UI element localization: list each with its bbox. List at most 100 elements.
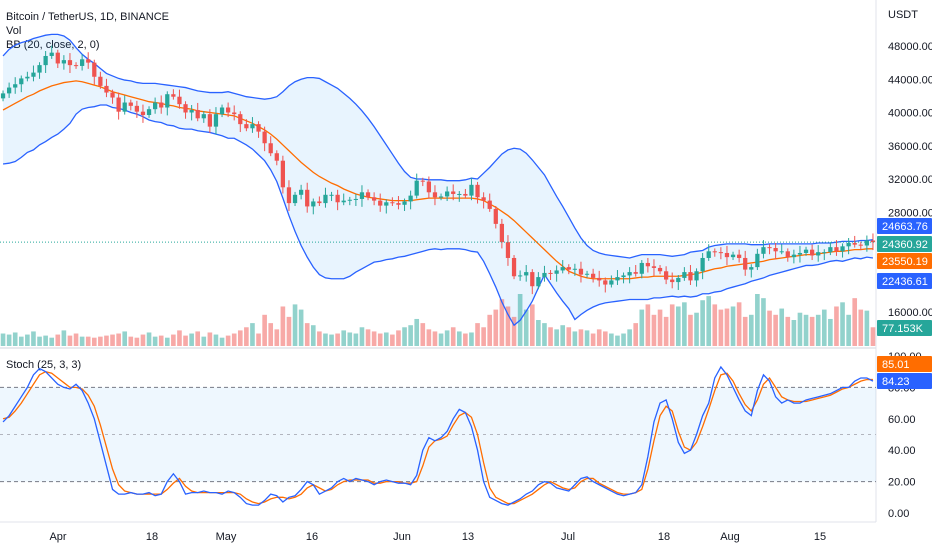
candle-body bbox=[803, 249, 809, 253]
candle-body bbox=[761, 247, 766, 254]
candle-body bbox=[694, 271, 699, 281]
volume-bar bbox=[116, 333, 121, 346]
candle-body bbox=[621, 275, 626, 278]
candle-body bbox=[773, 247, 778, 252]
volume-bar bbox=[840, 302, 845, 346]
volume-bar bbox=[821, 309, 827, 346]
candle-body bbox=[292, 194, 298, 204]
volume-bar bbox=[566, 327, 572, 346]
grid bbox=[0, 0, 877, 523]
volume-bar bbox=[329, 334, 334, 346]
candle-body bbox=[633, 272, 638, 274]
candle-body bbox=[682, 272, 687, 278]
candle-body bbox=[767, 247, 772, 249]
candle-body bbox=[122, 102, 127, 112]
price-tick-label: 40000.00 bbox=[888, 108, 932, 120]
volume-bar bbox=[700, 300, 705, 346]
candle-body bbox=[615, 277, 620, 281]
candle-body bbox=[116, 97, 121, 112]
candle-body bbox=[542, 272, 547, 278]
volume-bar bbox=[25, 334, 30, 346]
volume-bar bbox=[140, 334, 146, 346]
candle-body bbox=[110, 92, 115, 98]
candle-body bbox=[25, 76, 30, 79]
candle-body bbox=[712, 251, 717, 253]
volume-bar bbox=[390, 334, 395, 346]
candle-body bbox=[791, 254, 797, 258]
candle-body bbox=[560, 267, 565, 271]
candle-body bbox=[213, 114, 219, 127]
volume-bar bbox=[548, 327, 553, 346]
volume-bar bbox=[286, 316, 292, 346]
volume-bar bbox=[128, 336, 134, 346]
candle-body bbox=[378, 200, 383, 206]
candle-body bbox=[49, 52, 54, 56]
date-tick-label: Jun bbox=[393, 531, 411, 543]
volume-bar bbox=[195, 331, 201, 346]
volume-legend[interactable]: Vol bbox=[6, 25, 22, 37]
volume-bar bbox=[718, 309, 724, 346]
candle-body bbox=[463, 193, 468, 196]
stoch-k-tag-box bbox=[877, 373, 932, 389]
candle-body bbox=[572, 268, 578, 270]
bb-upper-tag: 24663.76 bbox=[882, 221, 928, 233]
stochastic-legend[interactable]: Stoch (25, 3, 3) bbox=[6, 359, 82, 371]
candle-body bbox=[219, 107, 225, 115]
volume-bar bbox=[536, 320, 541, 346]
candle-body bbox=[171, 94, 176, 97]
bollinger-lower-line bbox=[2, 104, 874, 327]
volume-bar bbox=[134, 337, 140, 346]
last-price-tag-box bbox=[877, 236, 932, 252]
candle-body bbox=[347, 199, 352, 201]
candle-body bbox=[86, 59, 91, 63]
volume-bar bbox=[761, 298, 766, 346]
volume-bar bbox=[219, 337, 225, 346]
candle-body bbox=[609, 280, 614, 285]
volume-bar bbox=[158, 335, 164, 346]
candle-body bbox=[566, 267, 571, 270]
volume-bar bbox=[12, 332, 18, 346]
volume-bar bbox=[183, 335, 188, 346]
candle-body bbox=[238, 114, 243, 125]
volume-bar bbox=[499, 299, 505, 346]
volume-bar bbox=[274, 329, 280, 346]
stoch-tick-label: 60.00 bbox=[888, 414, 916, 426]
volume-bar bbox=[73, 333, 79, 346]
volume-bar bbox=[864, 310, 870, 346]
candle-body bbox=[438, 196, 444, 198]
volume-bar bbox=[554, 329, 559, 346]
volume-bar bbox=[675, 306, 681, 346]
candle-body bbox=[262, 131, 267, 144]
date-tick-label: Jul bbox=[561, 531, 575, 543]
volume-bar bbox=[663, 316, 669, 346]
volume-bar bbox=[444, 330, 450, 346]
volume-bars bbox=[0, 294, 876, 346]
volume-bar bbox=[244, 327, 249, 346]
candle-body bbox=[797, 252, 803, 255]
volume-bar bbox=[870, 327, 876, 346]
candle-body bbox=[785, 251, 790, 258]
candle-body bbox=[104, 85, 109, 93]
symbol-title[interactable]: Bitcoin / TetherUS, 1D, BINANCE bbox=[6, 11, 170, 23]
candle-body bbox=[195, 110, 200, 119]
price-tick-label: 36000.00 bbox=[888, 141, 932, 153]
candle-body bbox=[256, 124, 261, 132]
price-tick-label: 28000.00 bbox=[888, 207, 932, 219]
candle-body bbox=[152, 102, 158, 110]
candle-body bbox=[268, 143, 273, 154]
volume-bar bbox=[755, 294, 760, 346]
volume-bar bbox=[858, 309, 864, 346]
candle-body bbox=[590, 273, 596, 278]
candle-body bbox=[645, 262, 651, 267]
candle-body bbox=[530, 272, 535, 287]
candle-body bbox=[6, 87, 12, 94]
candle-body bbox=[846, 243, 851, 247]
candle-body bbox=[858, 244, 863, 246]
volume-bar bbox=[335, 333, 340, 346]
price-tick-label: 48000.00 bbox=[888, 41, 932, 53]
candle-body bbox=[323, 194, 328, 204]
candle-body bbox=[743, 257, 748, 270]
candle-body bbox=[749, 267, 754, 270]
bb-lower-tag-box bbox=[877, 273, 932, 289]
